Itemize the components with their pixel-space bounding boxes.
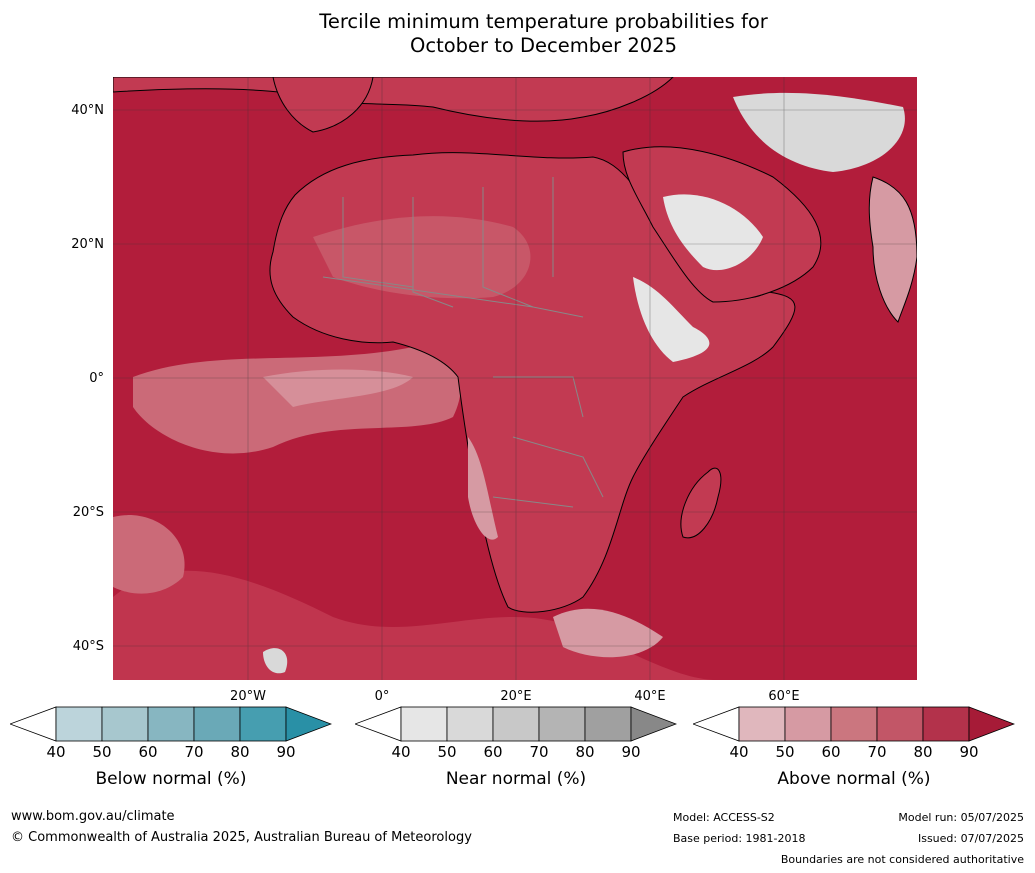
colorbar-above-label: Above normal (%) [777,769,931,789]
copyright-text: © Commonwealth of Australia 2025, Austra… [11,830,472,845]
tick-label: 40 [391,743,411,761]
map-title: Tercile minimum temperature probabilitie… [0,10,1035,58]
colorbar-below-normal [10,706,332,742]
colorbar-below-svg [10,706,332,742]
tick-label: 80 [913,743,933,761]
tick-label: 50 [92,743,112,761]
model-text: Model: ACCESS-S2 [673,811,775,824]
country-borders [322,177,604,508]
middle-east-dry-region [733,92,905,172]
tick-label: 80 [575,743,595,761]
arabia-dry-region [663,194,763,271]
sw-africa-lighter [468,437,498,540]
sahel-lighter-region [313,216,531,299]
boundaries-disclaimer: Boundaries are not considered authoritat… [780,853,1024,866]
india-landmass [868,176,917,323]
lat-label-20n: 20°N [71,237,104,252]
tick-label: 50 [437,743,457,761]
tick-label: 90 [959,743,979,761]
title-line-2: October to December 2025 [410,34,677,57]
madagascar [680,467,722,539]
base-period-text: Base period: 1981-2018 [673,832,806,845]
tick-label: 70 [867,743,887,761]
tick-label: 60 [821,743,841,761]
tick-label: 40 [46,743,66,761]
tick-label: 60 [483,743,503,761]
colorbar-above-normal [693,706,1015,742]
tick-label: 70 [184,743,204,761]
graticule [113,77,917,680]
ocean-light-patch-sw [113,515,185,594]
lon-label-0: 0° [374,689,390,704]
tick-label: 90 [621,743,641,761]
issued-text: Issued: 07/07/2025 [917,832,1024,845]
tick-label: 50 [775,743,795,761]
colorbar-near-svg [355,706,677,742]
lat-label-0: 0° [89,371,104,386]
lat-label-40n: 40°N [71,103,104,118]
lat-label-20s: 20°S [72,505,104,520]
tick-label: 80 [230,743,250,761]
colorbar-above-svg [693,706,1015,742]
ocean-light-band-south [113,570,713,680]
ocean-light-patch-se [553,608,663,658]
lon-label-20e: 20°E [500,689,532,704]
tick-label: 70 [529,743,549,761]
ocean-grey-patch [263,648,288,674]
lon-label-20w: 20°W [230,689,266,704]
model-run-text: Model run: 05/07/2025 [898,811,1024,824]
tick-label: 40 [729,743,749,761]
probability-map [113,77,917,680]
bom-url-link[interactable]: www.bom.gov.au/climate [11,809,175,824]
ocean-light-patch-equatorial [263,369,413,407]
title-line-1: Tercile minimum temperature probabilitie… [319,10,768,33]
tick-label: 90 [276,743,296,761]
horn-of-africa-dry [633,277,710,362]
lon-label-40e: 40°E [634,689,666,704]
colorbar-below-label: Below normal (%) [95,769,247,789]
lon-label-60e: 60°E [768,689,800,704]
lat-label-40s: 40°S [72,639,104,654]
tick-label: 60 [138,743,158,761]
colorbar-near-normal [355,706,677,742]
colorbar-near-label: Near normal (%) [445,769,587,789]
iberia-landmass [272,77,374,133]
